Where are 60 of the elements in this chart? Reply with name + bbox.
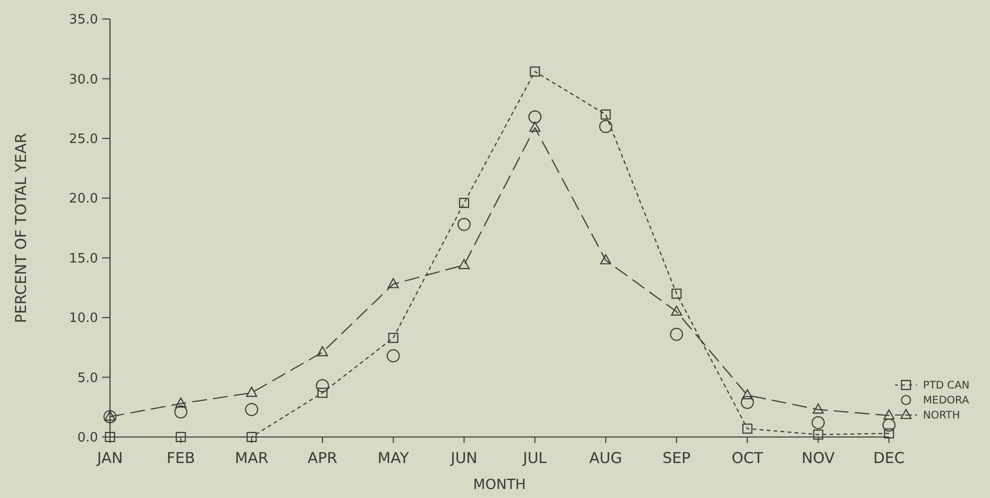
point xyxy=(245,402,258,416)
y-tick-label: 20.0 xyxy=(69,192,98,207)
point xyxy=(174,405,188,418)
x-tick-label: MAR xyxy=(234,449,268,467)
point xyxy=(529,122,540,132)
y-tick-label: 15.0 xyxy=(69,251,98,266)
point xyxy=(812,416,825,430)
y-tick-label: 5.0 xyxy=(77,370,98,386)
point xyxy=(386,349,400,362)
point xyxy=(670,306,682,316)
y-axis-title: PERCENT OF TOTAL YEAR xyxy=(12,132,30,324)
x-tick-label: DEC xyxy=(873,449,905,467)
point xyxy=(316,379,330,392)
x-tick-label: JUN xyxy=(450,449,478,467)
point xyxy=(104,410,116,421)
x-tick-label: NOV xyxy=(802,449,836,467)
point xyxy=(671,288,682,299)
point xyxy=(884,428,894,438)
point xyxy=(599,120,612,134)
x-tick-label: JAN xyxy=(96,449,123,467)
legend-label: MEDORA xyxy=(923,394,970,407)
point xyxy=(882,418,896,432)
x-tick-label: APR xyxy=(308,449,338,467)
point xyxy=(600,109,611,120)
point xyxy=(528,110,542,124)
point xyxy=(246,386,258,397)
point xyxy=(317,388,328,398)
point xyxy=(458,218,471,231)
legend-label: PTD CAN xyxy=(923,380,970,392)
point xyxy=(812,403,824,414)
y-tick-label: 35.0 xyxy=(69,12,98,28)
point xyxy=(459,198,470,208)
y-tick-label: 10.0 xyxy=(69,311,98,326)
legend-label: NORTH xyxy=(923,410,960,422)
point xyxy=(670,328,684,341)
point xyxy=(813,430,824,440)
point xyxy=(388,332,398,343)
x-tick-label: FEB xyxy=(166,449,196,467)
x-tick-label: OCT xyxy=(732,449,764,467)
point xyxy=(176,432,186,442)
x-tick-label: JUL xyxy=(522,449,548,467)
y-tick-label: 25.0 xyxy=(69,132,98,147)
point xyxy=(246,432,257,442)
x-axis-title: MONTH xyxy=(473,477,526,493)
x-tick-label: SEP xyxy=(662,449,691,467)
point xyxy=(742,389,753,400)
point xyxy=(740,396,754,409)
point xyxy=(530,66,540,77)
x-tick-label: MAY xyxy=(378,449,410,467)
point xyxy=(458,258,470,270)
point xyxy=(175,398,186,408)
point xyxy=(103,410,117,424)
y-tick-label: 30.0 xyxy=(69,72,98,88)
point xyxy=(883,409,895,420)
x-tick-label: AUG xyxy=(589,449,622,467)
point xyxy=(388,278,399,288)
point xyxy=(742,424,752,434)
point xyxy=(600,254,612,264)
point xyxy=(316,346,328,356)
y-tick-label: 0.0 xyxy=(77,430,98,446)
